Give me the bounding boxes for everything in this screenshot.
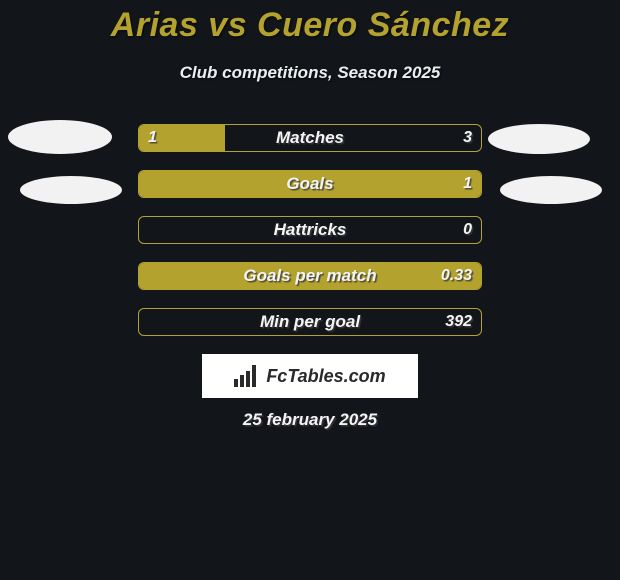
stat-row: Min per goal392 (0, 308, 620, 336)
stat-value-right: 392 (445, 308, 472, 336)
bars-icon (234, 365, 260, 387)
avatar-left_big (8, 120, 112, 154)
bar-track (138, 308, 482, 336)
stat-value-left: 1 (148, 124, 157, 152)
bar-track (138, 124, 482, 152)
page-title: Arias vs Cuero Sánchez (0, 0, 620, 45)
stat-value-right: 3 (463, 124, 472, 152)
bar-track (138, 216, 482, 244)
brand-box[interactable]: FcTables.com (202, 354, 418, 398)
bar-fill (139, 171, 481, 197)
date-label: 25 february 2025 (0, 410, 620, 430)
stat-value-right: 1 (463, 170, 472, 198)
subtitle: Club competitions, Season 2025 (0, 63, 620, 83)
brand-label: FcTables.com (266, 366, 385, 387)
bar-track (138, 170, 482, 198)
stat-value-right: 0 (463, 216, 472, 244)
avatar-left_small (20, 176, 122, 204)
avatar-right_small (500, 176, 602, 204)
bar-track (138, 262, 482, 290)
stat-row: Goals per match0.33 (0, 262, 620, 290)
stat-value-right: 0.33 (441, 262, 472, 290)
bar-fill (139, 263, 481, 289)
avatar-right_big (488, 124, 590, 154)
stat-row: Hattricks0 (0, 216, 620, 244)
